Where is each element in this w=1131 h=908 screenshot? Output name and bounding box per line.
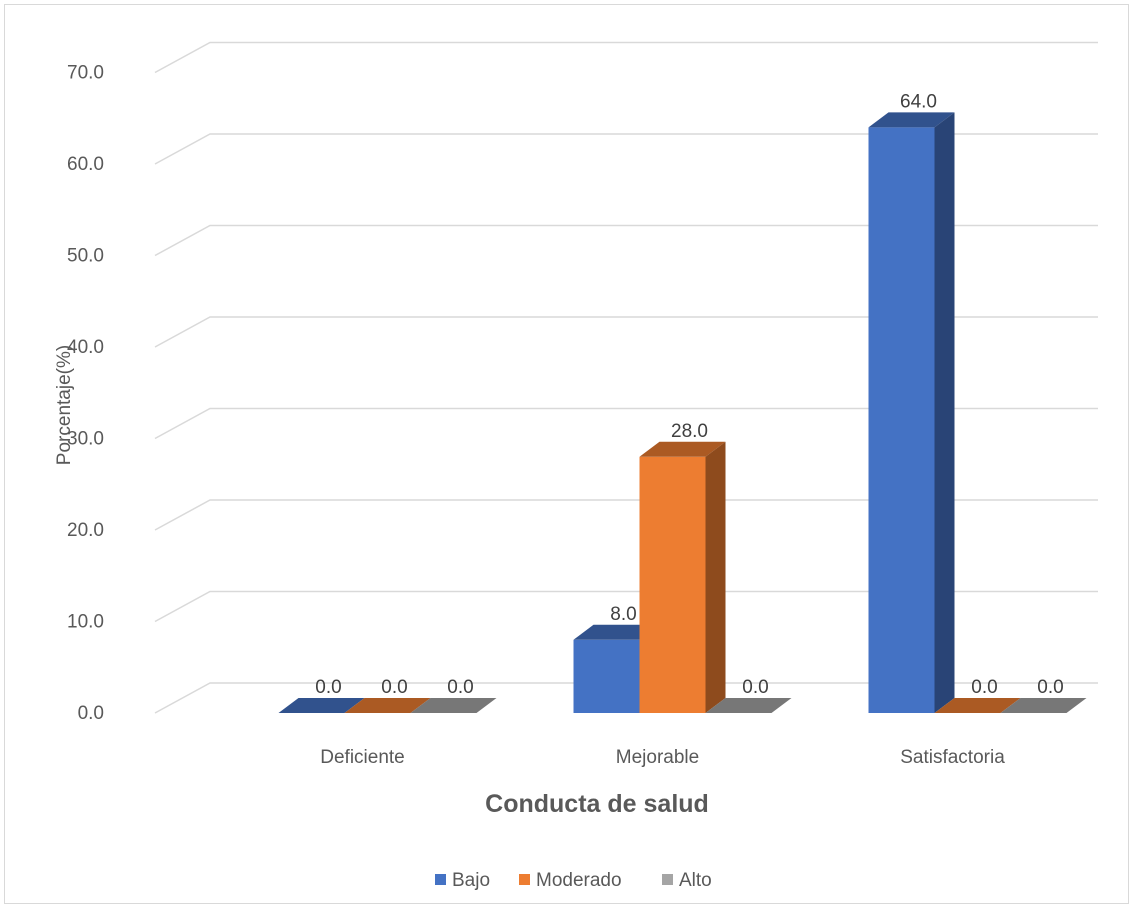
bar-top	[639, 441, 726, 457]
legend: Bajo Moderado Alto	[435, 870, 712, 891]
gridline	[154, 682, 1098, 714]
y-tick-label: 60.0	[67, 154, 104, 175]
gridline	[154, 316, 1098, 348]
bar-top	[573, 624, 660, 640]
legend-swatch	[662, 874, 673, 885]
bar-side	[705, 441, 726, 713]
bar-top	[868, 112, 955, 128]
bar-moderado-mejorable	[639, 441, 726, 713]
y-tick-label: 70.0	[67, 63, 104, 84]
data-label: 0.0	[971, 677, 997, 698]
gridline	[154, 41, 1098, 74]
legend-label: Moderado	[536, 870, 622, 891]
legend-label: Alto	[679, 870, 712, 891]
bar-front	[868, 127, 935, 713]
y-tick-label: 10.0	[67, 612, 104, 633]
bar-bajo-satisfactoria	[868, 112, 955, 713]
data-label: 8.0	[610, 604, 636, 625]
y-tick-label: 30.0	[67, 429, 104, 450]
bars	[278, 112, 1087, 713]
legend-label: Bajo	[452, 870, 490, 891]
y-axis-ticks: 0.0 10.0 20.0 30.0 40.0 50.0 60.0 70.0	[67, 63, 104, 725]
y-axis-title: Porcentaje(%)	[54, 345, 75, 465]
grid-lines	[154, 41, 1098, 714]
bar-top	[344, 698, 431, 713]
data-label: 0.0	[742, 677, 768, 698]
bar-side	[934, 112, 955, 713]
category-label: Deficiente	[320, 747, 405, 768]
bar-moderado-deficiente	[344, 698, 431, 713]
legend-swatch	[435, 874, 446, 885]
bar-top	[705, 698, 792, 713]
bar-top	[934, 698, 1021, 713]
y-tick-label: 0.0	[78, 703, 104, 724]
bar-alto-satisfactoria	[1000, 698, 1087, 713]
data-label: 0.0	[381, 677, 407, 698]
gridline	[154, 590, 1098, 623]
gridline	[154, 499, 1098, 531]
bar-alto-deficiente	[410, 698, 497, 713]
bar-top	[278, 698, 365, 713]
legend-swatch	[519, 874, 530, 885]
bar-front	[639, 456, 706, 713]
category-label: Mejorable	[616, 747, 699, 768]
x-axis-title: Conducta de salud	[485, 790, 709, 818]
y-tick-label: 40.0	[67, 337, 104, 358]
y-tick-label: 20.0	[67, 520, 104, 541]
data-label: 0.0	[447, 677, 473, 698]
data-label: 64.0	[900, 91, 937, 112]
category-label: Satisfactoria	[900, 747, 1005, 768]
data-label: 28.0	[671, 421, 708, 442]
data-label: 0.0	[1037, 677, 1063, 698]
data-label: 0.0	[315, 677, 341, 698]
bar-top	[1000, 698, 1087, 713]
gridline	[154, 133, 1098, 165]
bar-moderado-satisfactoria	[934, 698, 1021, 713]
bar-top	[410, 698, 497, 713]
gridline	[154, 224, 1098, 257]
gridline	[154, 407, 1098, 440]
bar-front	[573, 639, 640, 713]
bar-alto-mejorable	[705, 698, 792, 713]
y-tick-label: 50.0	[67, 246, 104, 267]
data-labels: 0.0 0.0 0.0 8.0 28.0 0.0 64.0 0.0 0.0	[315, 91, 1063, 698]
bar-bajo-deficiente	[278, 698, 365, 713]
